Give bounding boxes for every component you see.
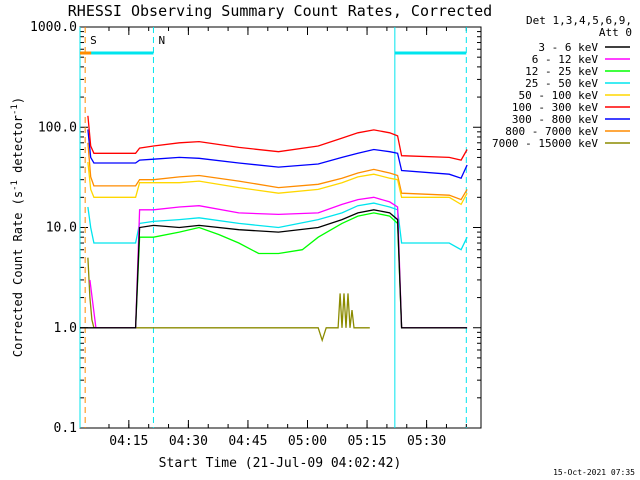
legend-label: 12 - 25 keV <box>525 65 598 78</box>
y-axis-label-mid: detector <box>11 115 25 180</box>
series-line <box>87 202 468 251</box>
y-axis: 1000.0 100.0 10.0 1.0 0.1 <box>30 20 481 436</box>
series-line <box>87 257 370 343</box>
legend-label: 6 - 12 keV <box>532 53 599 66</box>
x-tick-label: 04:30 <box>169 434 208 449</box>
series-line <box>87 129 468 180</box>
series-line <box>87 115 468 161</box>
x-tick-label: 04:45 <box>228 434 267 449</box>
series-line <box>87 142 468 201</box>
chart-title: RHESSI Observing Summary Count Rates, Co… <box>68 2 492 20</box>
flag-label-n: N <box>158 34 165 47</box>
y-tick-label: 0.1 <box>54 421 77 436</box>
series-line <box>80 209 468 329</box>
legend-label: 3 - 6 keV <box>538 41 598 54</box>
legend-label: 100 - 300 keV <box>512 101 598 114</box>
timestamp: 15-Oct-2021 07:35 <box>553 468 635 477</box>
y-tick-label: 100.0 <box>38 120 77 135</box>
y-tick-label: 1000.0 <box>30 20 77 35</box>
series-lines <box>80 115 468 343</box>
x-tick-label: 04:15 <box>109 434 148 449</box>
y-axis-label-sup1: -1 <box>10 180 20 191</box>
legend-title-line-1: Det 1,3,4,5,6,9, <box>526 14 632 27</box>
y-axis-label-end: ) <box>11 97 25 104</box>
legend-label: 7000 - 15000 keV <box>492 137 598 150</box>
legend-label: 800 - 7000 keV <box>505 125 598 138</box>
series-line <box>134 212 403 328</box>
legend-label: 50 - 100 keV <box>519 89 599 102</box>
x-tick-label: 05:15 <box>347 434 386 449</box>
y-axis-label-sup2: -1 <box>10 104 20 115</box>
legend-title-line-2: Att 0 <box>599 26 632 39</box>
x-axis: 04:15 04:30 04:45 05:00 05:15 05:30 <box>108 27 467 449</box>
x-axis-label: Start Time (21-Jul-09 04:02:42) <box>159 456 402 471</box>
series-line <box>87 161 468 206</box>
x-tick-label: 05:00 <box>288 434 327 449</box>
y-tick-label: 1.0 <box>54 321 77 336</box>
legend-label: 25 - 50 keV <box>525 77 598 90</box>
series-line <box>89 196 468 329</box>
y-tick-label: 10.0 <box>46 221 77 236</box>
y-axis-label: Corrected Count Rate (s-1 detector-1) <box>10 97 25 357</box>
legend-label: 300 - 800 keV <box>512 113 598 126</box>
y-axis-label-main: Corrected Count Rate (s <box>11 191 25 357</box>
flag-label-s: S <box>90 34 97 47</box>
x-tick-label: 05:30 <box>407 434 446 449</box>
